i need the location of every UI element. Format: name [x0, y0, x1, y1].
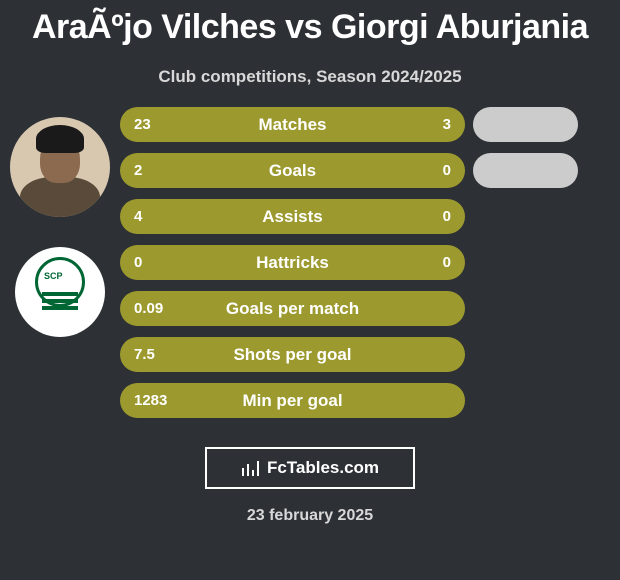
badge-inner: SCP: [30, 257, 90, 327]
player-avatar: [10, 117, 110, 217]
stat-value-left: 0.09: [134, 300, 163, 317]
stripe: [42, 292, 78, 296]
stat-bar-right: [473, 153, 578, 188]
avatar-hair-shape: [36, 125, 84, 153]
bars-column: 23 Matches 3 2 Goals 0 4 Assists 0 0 Hattricks 0 0.0…: [120, 107, 620, 429]
stat-bar-right: [473, 107, 578, 142]
footer-date: 23 february 2025: [0, 507, 620, 525]
stat-bar-main: 0 Hattricks 0: [120, 245, 465, 280]
footer-logo: FcTables.com: [205, 447, 415, 489]
badge-text: SCP: [44, 271, 63, 281]
stripe: [42, 299, 78, 303]
stat-label: Hattricks: [256, 253, 329, 273]
stat-row: 7.5 Shots per goal: [120, 337, 612, 372]
avatar-body-shape: [20, 177, 100, 217]
stat-value-left: 7.5: [134, 346, 155, 363]
club-badge: SCP: [15, 247, 105, 337]
stat-label: Matches: [258, 115, 326, 135]
stat-bar-main: 1283 Min per goal: [120, 383, 465, 418]
stat-label: Assists: [262, 207, 322, 227]
stat-value-left: 4: [134, 208, 142, 225]
stat-bar-main: 23 Matches 3: [120, 107, 465, 142]
stat-row: 1283 Min per goal: [120, 383, 612, 418]
stat-row: 4 Assists 0: [120, 199, 612, 234]
badge-stripes: [42, 292, 78, 322]
left-column: SCP: [0, 107, 120, 429]
stat-bar-main: 2 Goals 0: [120, 153, 465, 188]
stat-row: 23 Matches 3: [120, 107, 612, 142]
content-area: SCP 23 Matches 3 2 Goals 0 4 Assists 0 0 Hattricks…: [0, 107, 620, 429]
stat-row: 2 Goals 0: [120, 153, 612, 188]
stat-label: Goals per match: [226, 299, 359, 319]
stat-bar-main: 7.5 Shots per goal: [120, 337, 465, 372]
page-subtitle: Club competitions, Season 2024/2025: [0, 67, 620, 87]
stat-value-left: 23: [134, 116, 151, 133]
stat-row: 0 Hattricks 0: [120, 245, 612, 280]
stat-bar-main: 0.09 Goals per match: [120, 291, 465, 326]
stat-value-right: 3: [443, 116, 451, 133]
stat-row: 0.09 Goals per match: [120, 291, 612, 326]
stat-value-left: 0: [134, 254, 142, 271]
stat-label: Shots per goal: [233, 345, 351, 365]
stripe: [42, 306, 78, 310]
stat-bar-main: 4 Assists 0: [120, 199, 465, 234]
chart-icon: [241, 458, 261, 478]
stat-value-right: 0: [443, 208, 451, 225]
stat-value-left: 1283: [134, 392, 167, 409]
stat-label: Goals: [269, 161, 316, 181]
page-title: AraÃºjo Vilches vs Giorgi Aburjania: [0, 0, 620, 47]
stat-value-left: 2: [134, 162, 142, 179]
stat-value-right: 0: [443, 254, 451, 271]
stat-label: Min per goal: [242, 391, 342, 411]
stat-value-right: 0: [443, 162, 451, 179]
footer-brand-text: FcTables.com: [267, 458, 379, 478]
